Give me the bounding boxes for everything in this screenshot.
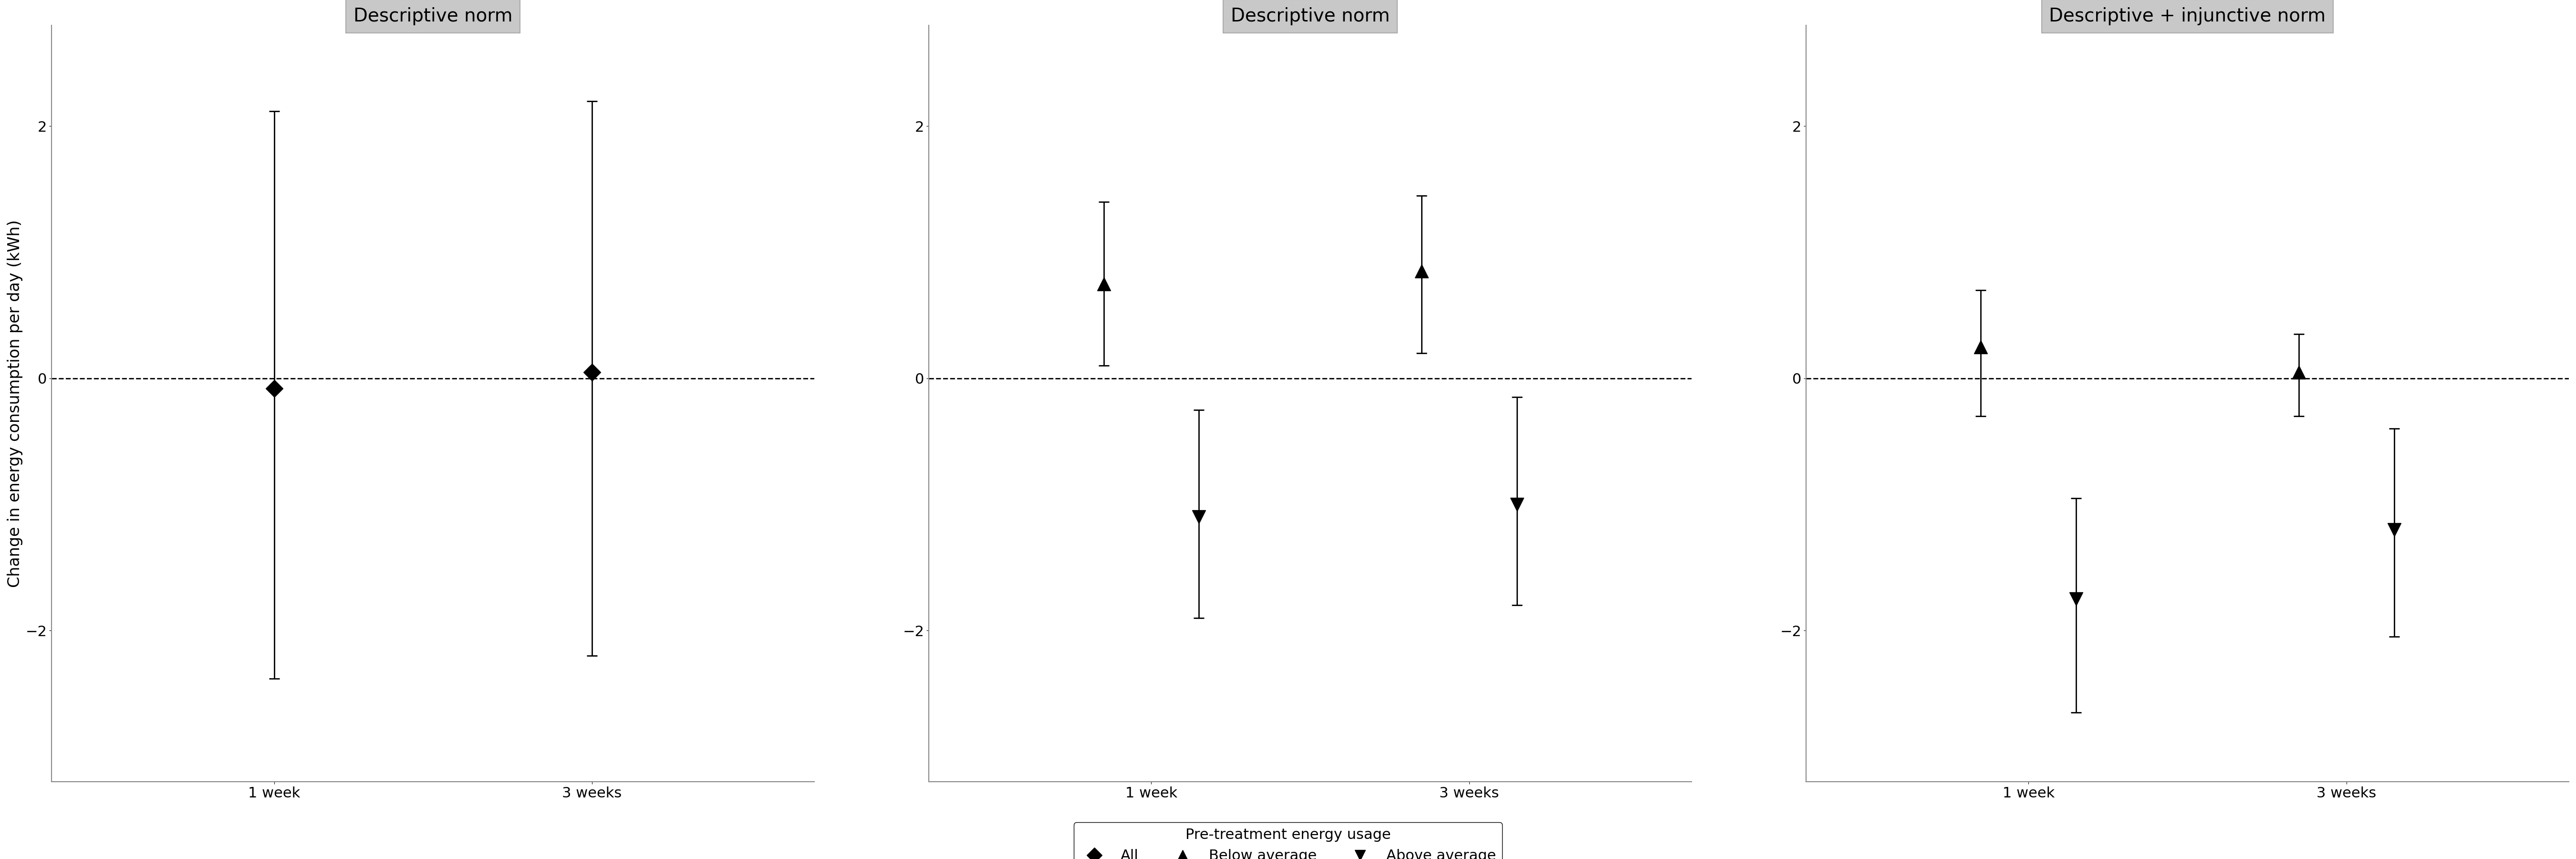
Title: Descriptive norm: Descriptive norm xyxy=(1231,7,1391,25)
Y-axis label: Change in energy consumption per day (kWh): Change in energy consumption per day (kW… xyxy=(8,220,23,588)
Legend: All, Below average, Above average: All, Below average, Above average xyxy=(1074,822,1502,859)
Title: Descriptive norm: Descriptive norm xyxy=(353,7,513,25)
Title: Descriptive + injunctive norm: Descriptive + injunctive norm xyxy=(2048,7,2326,25)
